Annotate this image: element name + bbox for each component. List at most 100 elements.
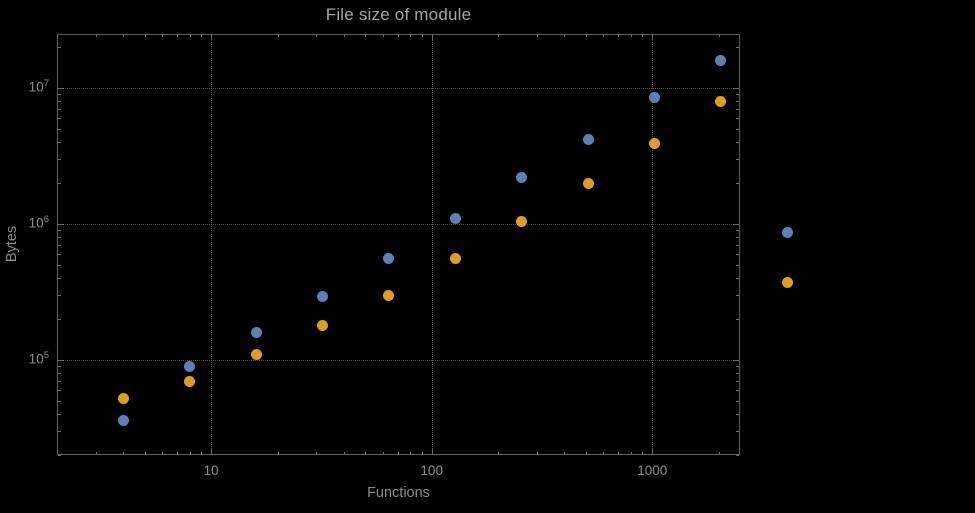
y-tick-mark <box>733 88 739 90</box>
y-tick-mark <box>58 390 61 392</box>
x-tick-mark <box>211 449 213 455</box>
y-tick-mark <box>58 47 61 49</box>
x-tick-mark <box>57 34 58 37</box>
x-tick-mark <box>365 452 367 455</box>
y-tick-mark <box>736 129 739 131</box>
x-tick-mark <box>618 34 620 37</box>
y-tick-mark <box>733 359 739 361</box>
x-tick-mark <box>642 452 644 455</box>
y-axis-label: Bytes <box>4 225 20 263</box>
y-tick-mark <box>736 295 739 297</box>
chart-title: File size of module <box>325 5 472 24</box>
x-tick-mark <box>630 34 632 37</box>
x-tick-mark <box>162 34 164 37</box>
data-point-orange <box>516 215 528 227</box>
y-tick-mark <box>736 109 739 111</box>
y-tick-mark <box>736 94 739 96</box>
x-tick-mark <box>585 452 587 455</box>
y-tick-mark <box>736 414 739 416</box>
x-tick-mark <box>316 452 318 455</box>
x-tick-mark <box>277 34 279 37</box>
data-point-orange <box>781 277 793 289</box>
y-tick-mark <box>736 245 739 247</box>
y-tick-mark <box>736 455 739 456</box>
data-point-orange <box>582 177 594 189</box>
data-point-blue <box>781 227 793 239</box>
x-tick-mark <box>564 452 566 455</box>
y-tick-mark <box>58 129 61 131</box>
x-tick-mark <box>176 34 178 37</box>
y-tick-mark <box>736 101 739 103</box>
x-tick-mark <box>603 34 605 37</box>
y-gridline <box>57 88 740 90</box>
y-tick-mark <box>736 400 739 402</box>
data-point-blue <box>449 212 461 224</box>
data-point-orange <box>449 252 461 264</box>
x-tick-label: 10 <box>203 463 219 478</box>
x-tick-mark <box>652 449 654 455</box>
y-tick-mark <box>58 245 61 247</box>
y-tick-mark <box>736 118 739 120</box>
x-tick-mark <box>410 34 412 37</box>
y-tick-mark <box>736 230 739 232</box>
data-point-orange <box>317 319 329 331</box>
x-tick-mark <box>564 34 566 37</box>
data-point-blue <box>649 92 660 104</box>
x-tick-mark <box>718 452 720 455</box>
data-point-blue <box>715 54 727 66</box>
x-tick-mark <box>201 452 203 455</box>
y-tick-mark <box>58 381 61 383</box>
x-gridline <box>652 34 654 455</box>
x-tick-mark <box>382 452 384 455</box>
x-tick-mark <box>57 452 58 455</box>
y-tick-mark <box>58 414 61 416</box>
y-tick-mark <box>58 295 61 297</box>
x-axis-label: Functions <box>367 485 430 501</box>
y-tick-mark <box>58 224 64 226</box>
x-tick-mark <box>343 34 345 37</box>
data-point-orange <box>117 393 129 405</box>
y-tick-mark <box>736 373 739 375</box>
x-tick-mark <box>630 452 632 455</box>
data-point-orange <box>184 375 196 387</box>
data-point-blue <box>250 326 262 338</box>
x-tick-mark <box>410 452 412 455</box>
x-tick-mark <box>421 34 423 37</box>
y-tick-mark <box>58 455 61 456</box>
data-point-blue <box>582 133 594 145</box>
y-tick-mark <box>58 278 61 280</box>
y-tick-mark <box>58 254 61 256</box>
x-tick-mark <box>95 452 97 455</box>
x-tick-label: 1000 <box>637 463 668 478</box>
plot-frame <box>57 34 740 455</box>
y-tick-mark <box>58 142 61 144</box>
x-tick-mark <box>277 452 279 455</box>
data-point-blue <box>383 252 395 264</box>
data-point-blue <box>317 290 329 302</box>
y-tick-mark <box>58 88 64 90</box>
y-tick-mark <box>736 278 739 280</box>
y-tick-mark <box>736 237 739 239</box>
x-tick-mark <box>498 452 500 455</box>
y-tick-mark <box>58 431 61 433</box>
y-tick-mark <box>736 390 739 392</box>
y-tick-mark <box>58 400 61 402</box>
y-tick-mark <box>58 109 61 111</box>
x-tick-mark <box>603 452 605 455</box>
x-tick-mark <box>95 34 97 37</box>
y-gridline <box>57 224 740 226</box>
x-tick-mark <box>431 34 433 40</box>
x-tick-mark <box>365 34 367 37</box>
data-point-blue <box>117 414 129 426</box>
y-tick-mark <box>733 224 739 226</box>
x-tick-mark <box>144 34 146 37</box>
x-tick-mark <box>123 452 125 455</box>
x-tick-mark <box>189 34 191 37</box>
y-tick-label: 106 <box>28 214 49 231</box>
x-tick-mark <box>536 34 538 37</box>
y-tick-mark <box>736 254 739 256</box>
x-tick-mark <box>498 34 500 37</box>
x-tick-mark <box>189 452 191 455</box>
x-tick-mark <box>144 452 146 455</box>
